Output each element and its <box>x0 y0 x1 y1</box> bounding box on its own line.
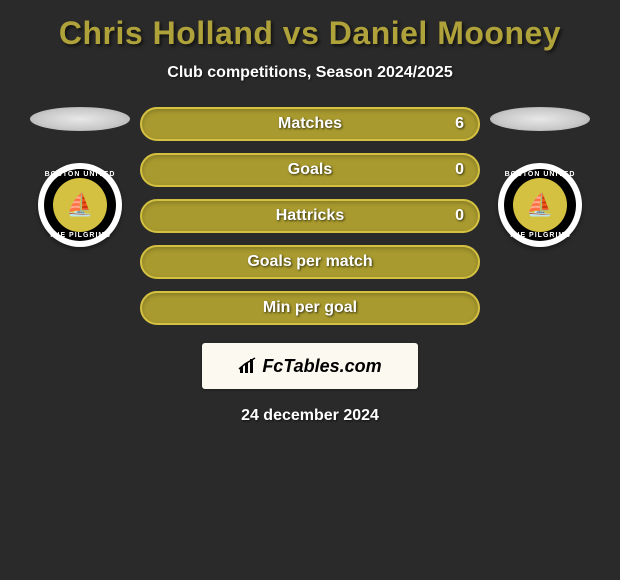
right-team-crest[interactable]: BOSTON UNITED ⛵ THE PILGRIMS <box>498 163 582 247</box>
left-column: BOSTON UNITED ⛵ THE PILGRIMS <box>20 107 140 247</box>
ship-icon: ⛵ <box>66 194 93 216</box>
stat-value-right: 0 <box>455 161 464 179</box>
crest-ring: BOSTON UNITED ⛵ THE PILGRIMS <box>504 169 576 241</box>
left-team-crest[interactable]: BOSTON UNITED ⛵ THE PILGRIMS <box>38 163 122 247</box>
crest-core: ⛵ <box>513 178 567 232</box>
stat-bar-gpm: Goals per match <box>140 245 480 279</box>
left-player-placeholder <box>30 107 130 131</box>
stat-label: Hattricks <box>276 207 344 225</box>
stat-label: Goals <box>288 161 332 179</box>
right-player-placeholder <box>490 107 590 131</box>
page-subtitle: Club competitions, Season 2024/2025 <box>167 64 452 82</box>
crest-ring: BOSTON UNITED ⛵ THE PILGRIMS <box>44 169 116 241</box>
crest-core: ⛵ <box>53 178 107 232</box>
crest-text-bottom: THE PILGRIMS <box>509 232 571 239</box>
stat-bar-matches: Matches 6 <box>140 107 480 141</box>
brand-box[interactable]: FcTables.com <box>202 343 418 389</box>
stat-label: Matches <box>278 115 342 133</box>
stat-label: Min per goal <box>263 299 357 317</box>
page-title: Chris Holland vs Daniel Mooney <box>59 15 561 52</box>
main-row: BOSTON UNITED ⛵ THE PILGRIMS Matches 6 G… <box>0 107 620 325</box>
stat-bar-mpg: Min per goal <box>140 291 480 325</box>
date-text: 24 december 2024 <box>241 407 379 425</box>
ship-icon: ⛵ <box>526 194 553 216</box>
stat-value-right: 6 <box>455 115 464 133</box>
comparison-widget: Chris Holland vs Daniel Mooney Club comp… <box>0 0 620 425</box>
crest-text-top: BOSTON UNITED <box>45 171 116 178</box>
crest-text-bottom: THE PILGRIMS <box>49 232 111 239</box>
stat-label: Goals per match <box>247 253 372 271</box>
stat-value-right: 0 <box>455 207 464 225</box>
chart-icon <box>238 357 258 375</box>
stat-bar-goals: Goals 0 <box>140 153 480 187</box>
crest-text-top: BOSTON UNITED <box>505 171 576 178</box>
stat-bar-hattricks: Hattricks 0 <box>140 199 480 233</box>
right-column: BOSTON UNITED ⛵ THE PILGRIMS <box>480 107 600 247</box>
stats-column: Matches 6 Goals 0 Hattricks 0 Goals per … <box>140 107 480 325</box>
brand-text: FcTables.com <box>262 356 381 377</box>
